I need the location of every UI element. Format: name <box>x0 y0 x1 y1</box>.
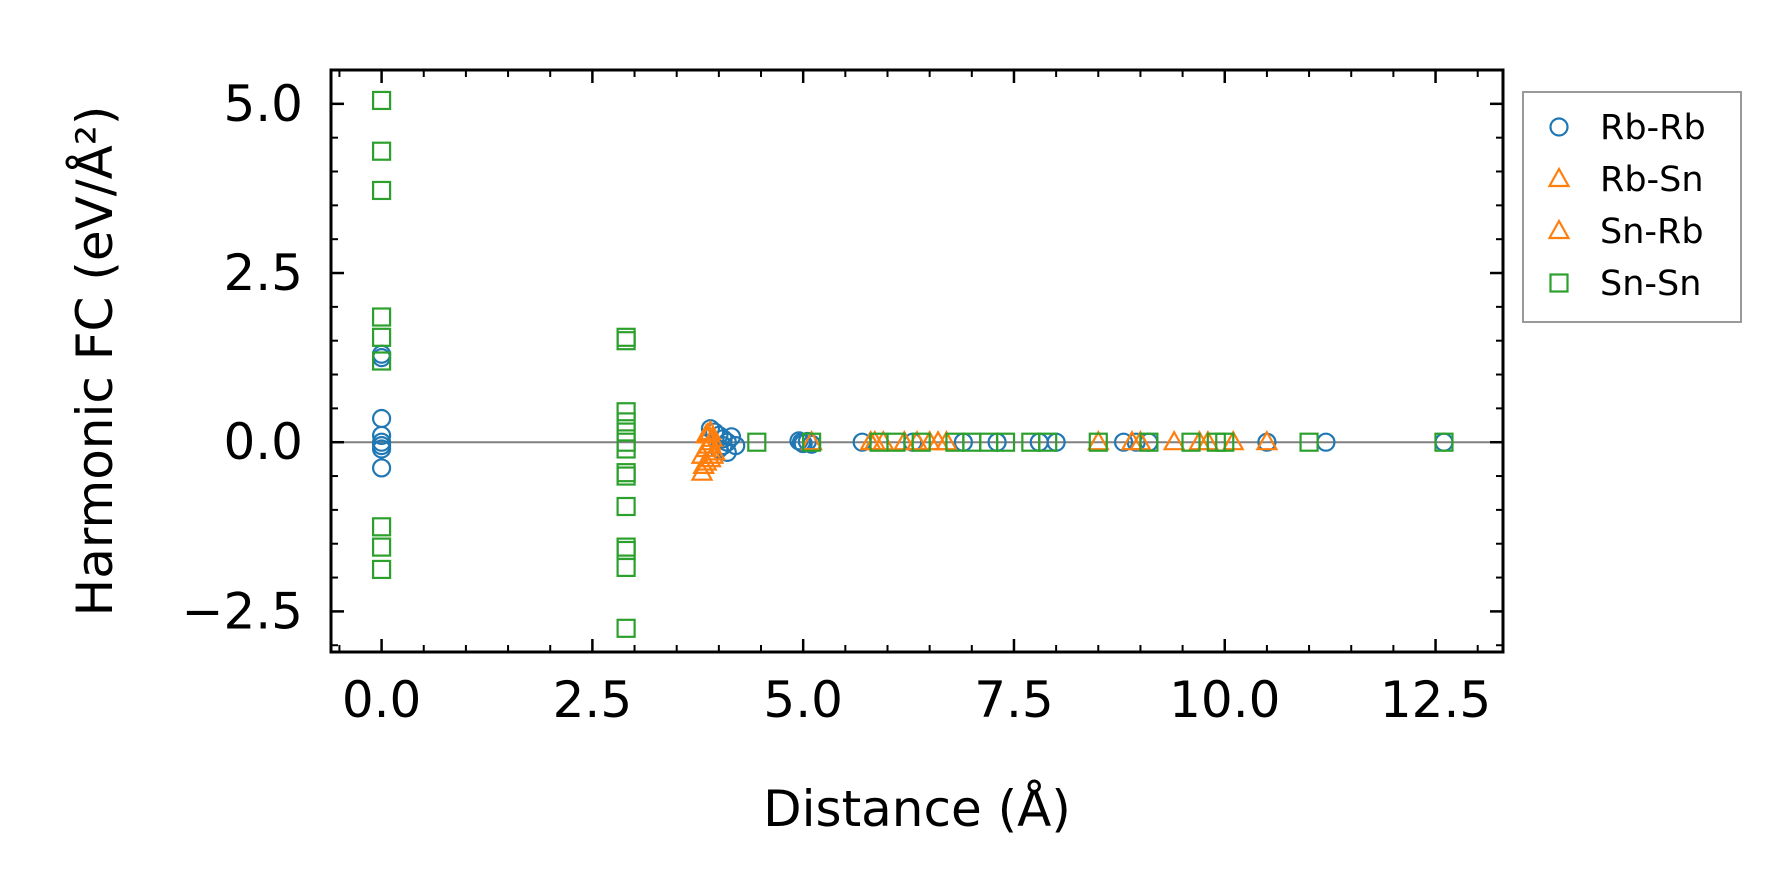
data-point-sn-sn <box>616 402 636 422</box>
x-tick-label: 7.5 <box>974 671 1054 729</box>
data-point-sn-sn <box>616 439 636 459</box>
data-point-sn-rb <box>692 453 716 474</box>
legend-marker-sn-rb <box>1547 218 1571 240</box>
data-point-sn-sn <box>616 466 636 486</box>
legend: Rb-Rb Rb-Sn Sn-Rb Sn-Sn <box>1522 91 1742 323</box>
data-point-rb-rb <box>371 439 392 459</box>
data-point-rb-rb <box>371 425 392 446</box>
data-point-sn-sn <box>616 412 636 432</box>
data-point-sn-sn <box>371 90 392 111</box>
data-point-rb-rb <box>791 432 812 452</box>
y-tick-label: −2.5 <box>182 582 303 640</box>
data-point-sn-sn <box>1434 432 1454 452</box>
data-point-rb-rb <box>371 458 392 478</box>
data-point-sn-sn <box>616 496 636 517</box>
data-point-sn-sn <box>616 557 636 578</box>
y-tick-label: 5.0 <box>223 75 303 133</box>
data-point-sn-sn <box>371 559 392 580</box>
data-point-rb-sn <box>1086 429 1110 451</box>
data-point-sn-sn <box>886 432 906 452</box>
legend-items: Rb-Rb Rb-Sn Sn-Rb Sn-Sn <box>1547 108 1706 304</box>
data-point-rb-sn <box>1255 429 1279 451</box>
y-tick-label: 2.5 <box>223 244 303 302</box>
y-axis-label: Harmonic FC (eV/Å²) <box>66 106 124 617</box>
legend-label-rb-sn: Rb-Sn <box>1600 160 1704 200</box>
x-tick-label: 10.0 <box>1169 671 1280 729</box>
data-point-rb-rb <box>1126 432 1146 452</box>
data-point-rb-rb <box>1113 432 1134 452</box>
data-point-sn-rb <box>926 429 950 451</box>
data-point-rb-sn <box>800 429 823 451</box>
legend-label-sn-rb: Sn-Rb <box>1600 212 1704 252</box>
data-point-sn-sn <box>747 432 767 452</box>
y-tick-label: 0.0 <box>223 413 303 471</box>
data-point-sn-rb <box>696 421 720 443</box>
data-points-layer <box>371 90 1454 638</box>
data-point-sn-sn <box>802 432 822 452</box>
data-point-sn-sn <box>995 432 1016 452</box>
legend-frame <box>1522 91 1742 323</box>
legend-marker-sn-sn <box>1549 273 1569 293</box>
series-sn-sn <box>371 90 1454 638</box>
data-point-sn-sn <box>371 517 392 537</box>
data-point-rb-rb <box>721 427 742 447</box>
data-point-sn-rb <box>701 443 725 464</box>
x-tick-label: 2.5 <box>553 671 633 729</box>
x-tick-label: 5.0 <box>763 671 843 729</box>
data-point-rb-sn <box>1162 429 1186 451</box>
data-point-sn-sn <box>371 307 392 327</box>
data-point-sn-sn <box>1038 432 1058 452</box>
data-point-sn-sn <box>371 327 392 347</box>
plot-frame <box>329 68 1505 654</box>
plot-area <box>331 70 1503 652</box>
data-point-sn-sn <box>371 537 392 557</box>
x-tick-label: 0.0 <box>342 671 422 729</box>
legend-marker-rb-rb <box>1549 117 1569 137</box>
data-point-sn-sn <box>371 180 392 201</box>
x-tick-label: 12.5 <box>1380 671 1491 729</box>
data-point-sn-sn <box>1215 432 1235 452</box>
legend-label-sn-sn: Sn-Sn <box>1600 264 1701 304</box>
data-point-sn-sn <box>1181 432 1201 452</box>
data-point-sn-sn <box>616 618 636 638</box>
legend-marker-rb-sn <box>1547 166 1571 188</box>
data-point-sn-sn <box>1088 432 1108 452</box>
data-point-rb-rb <box>726 435 746 456</box>
x-axis-label: Distance (Å) <box>763 780 1071 838</box>
data-point-sn-sn <box>911 432 931 452</box>
data-point-sn-sn <box>371 141 392 161</box>
data-point-sn-sn <box>371 351 392 371</box>
legend-label-rb-rb: Rb-Rb <box>1600 108 1706 148</box>
data-point-sn-sn <box>1139 432 1159 452</box>
data-point-sn-sn <box>1299 432 1319 452</box>
data-point-sn-sn <box>616 331 636 351</box>
axis-ticks-layer: 0.0 2.5 5.0 7.5 10.0 12.5 −2.5 0.0 2.5 5.0 <box>182 69 1503 729</box>
data-point-rb-sn <box>690 460 714 481</box>
